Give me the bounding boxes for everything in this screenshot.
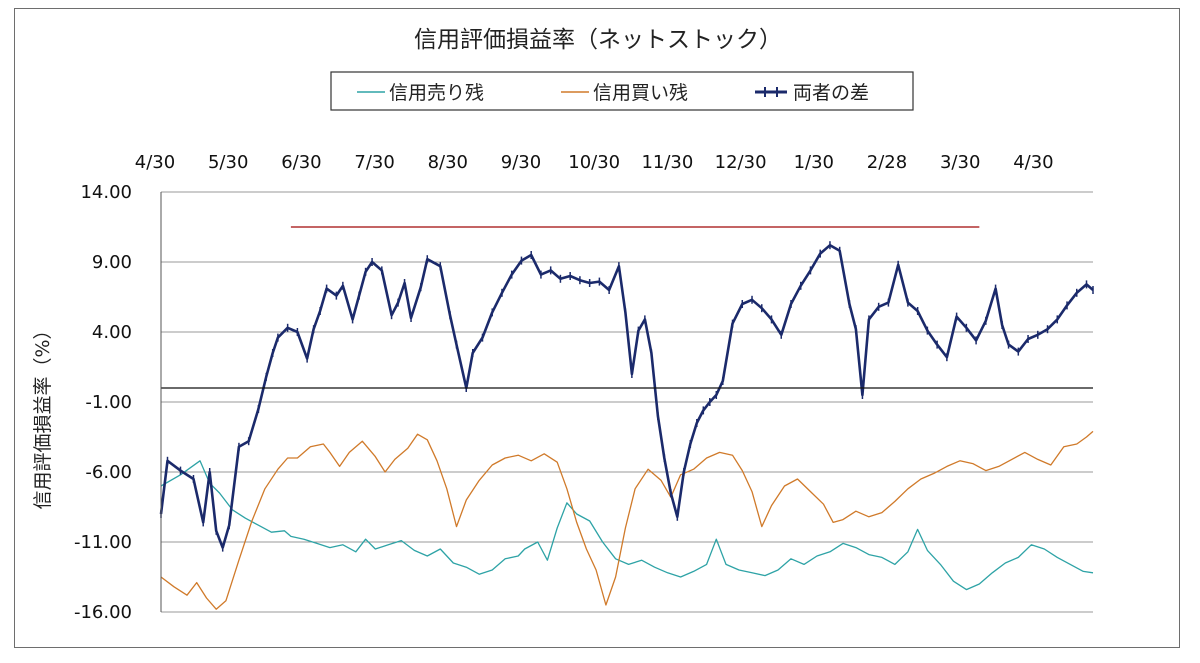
x-tick-labels: 4/30 5/30 6/30 7/30 8/30 9/30 10/30 11/30 12/30 1… [135,152,1054,173]
legend-label-series-0: 信用売り残 [389,82,484,104]
x-tick-label: 6/30 [281,152,321,173]
x-tick-label: 1/30 [794,152,834,173]
x-tick-label: 10/30 [568,152,620,173]
legend: 信用売り残 信用買い残 両者の差 [330,71,914,111]
chart-frame: 信用評価損益率（ネットストック） 信用売り残 信用買い残 両者の差 4/30 5/… [14,8,1180,648]
y-tick-label: -11.00 [74,532,132,553]
x-tick-label: 4/30 [1013,152,1053,173]
x-tick-label: 4/30 [135,152,175,173]
x-tick-label: 9/30 [501,152,541,173]
legend-entry-series-0: 信用売り残 [357,82,484,104]
legend-entry-series-2: 両者の差 [755,82,869,104]
legend-label-series-1: 信用買い残 [593,82,688,104]
x-tick-label: 3/30 [940,152,980,173]
y-tick-label: -16.00 [74,602,132,623]
x-tick-label: 8/30 [428,152,468,173]
y-tick-label: -1.00 [85,392,132,413]
legend-label-series-2: 両者の差 [793,82,869,104]
x-tick-label: 2/28 [867,152,907,173]
x-tick-label: 7/30 [354,152,394,173]
y-tick-label: 4.00 [92,322,132,343]
series-lines [159,241,1094,610]
x-tick-label: 12/30 [715,152,767,173]
legend-entry-series-1: 信用買い残 [561,82,688,104]
y-axis-label: 信用評価損益率（%） [32,320,54,509]
series-line-2 [159,243,1094,549]
chart-canvas: 信用評価損益率（ネットストック） 信用売り残 信用買い残 両者の差 4/30 5/… [32,27,1094,623]
y-tick-label: 9.00 [92,252,132,273]
y-tick-labels: 14.00 9.00 4.00 -1.00 -6.00 -11.00 -16.00 [74,182,132,623]
y-tick-label: -6.00 [85,462,132,483]
series-line-0 [160,460,1094,591]
y-tick-label: 14.00 [80,182,132,203]
x-tick-label: 11/30 [641,152,693,173]
series-line-1 [160,430,1094,610]
chart-title: 信用評価損益率（ネットストック） [414,27,782,53]
gridlines [161,191,1093,613]
plot-area [159,191,1094,613]
x-tick-label: 5/30 [208,152,248,173]
